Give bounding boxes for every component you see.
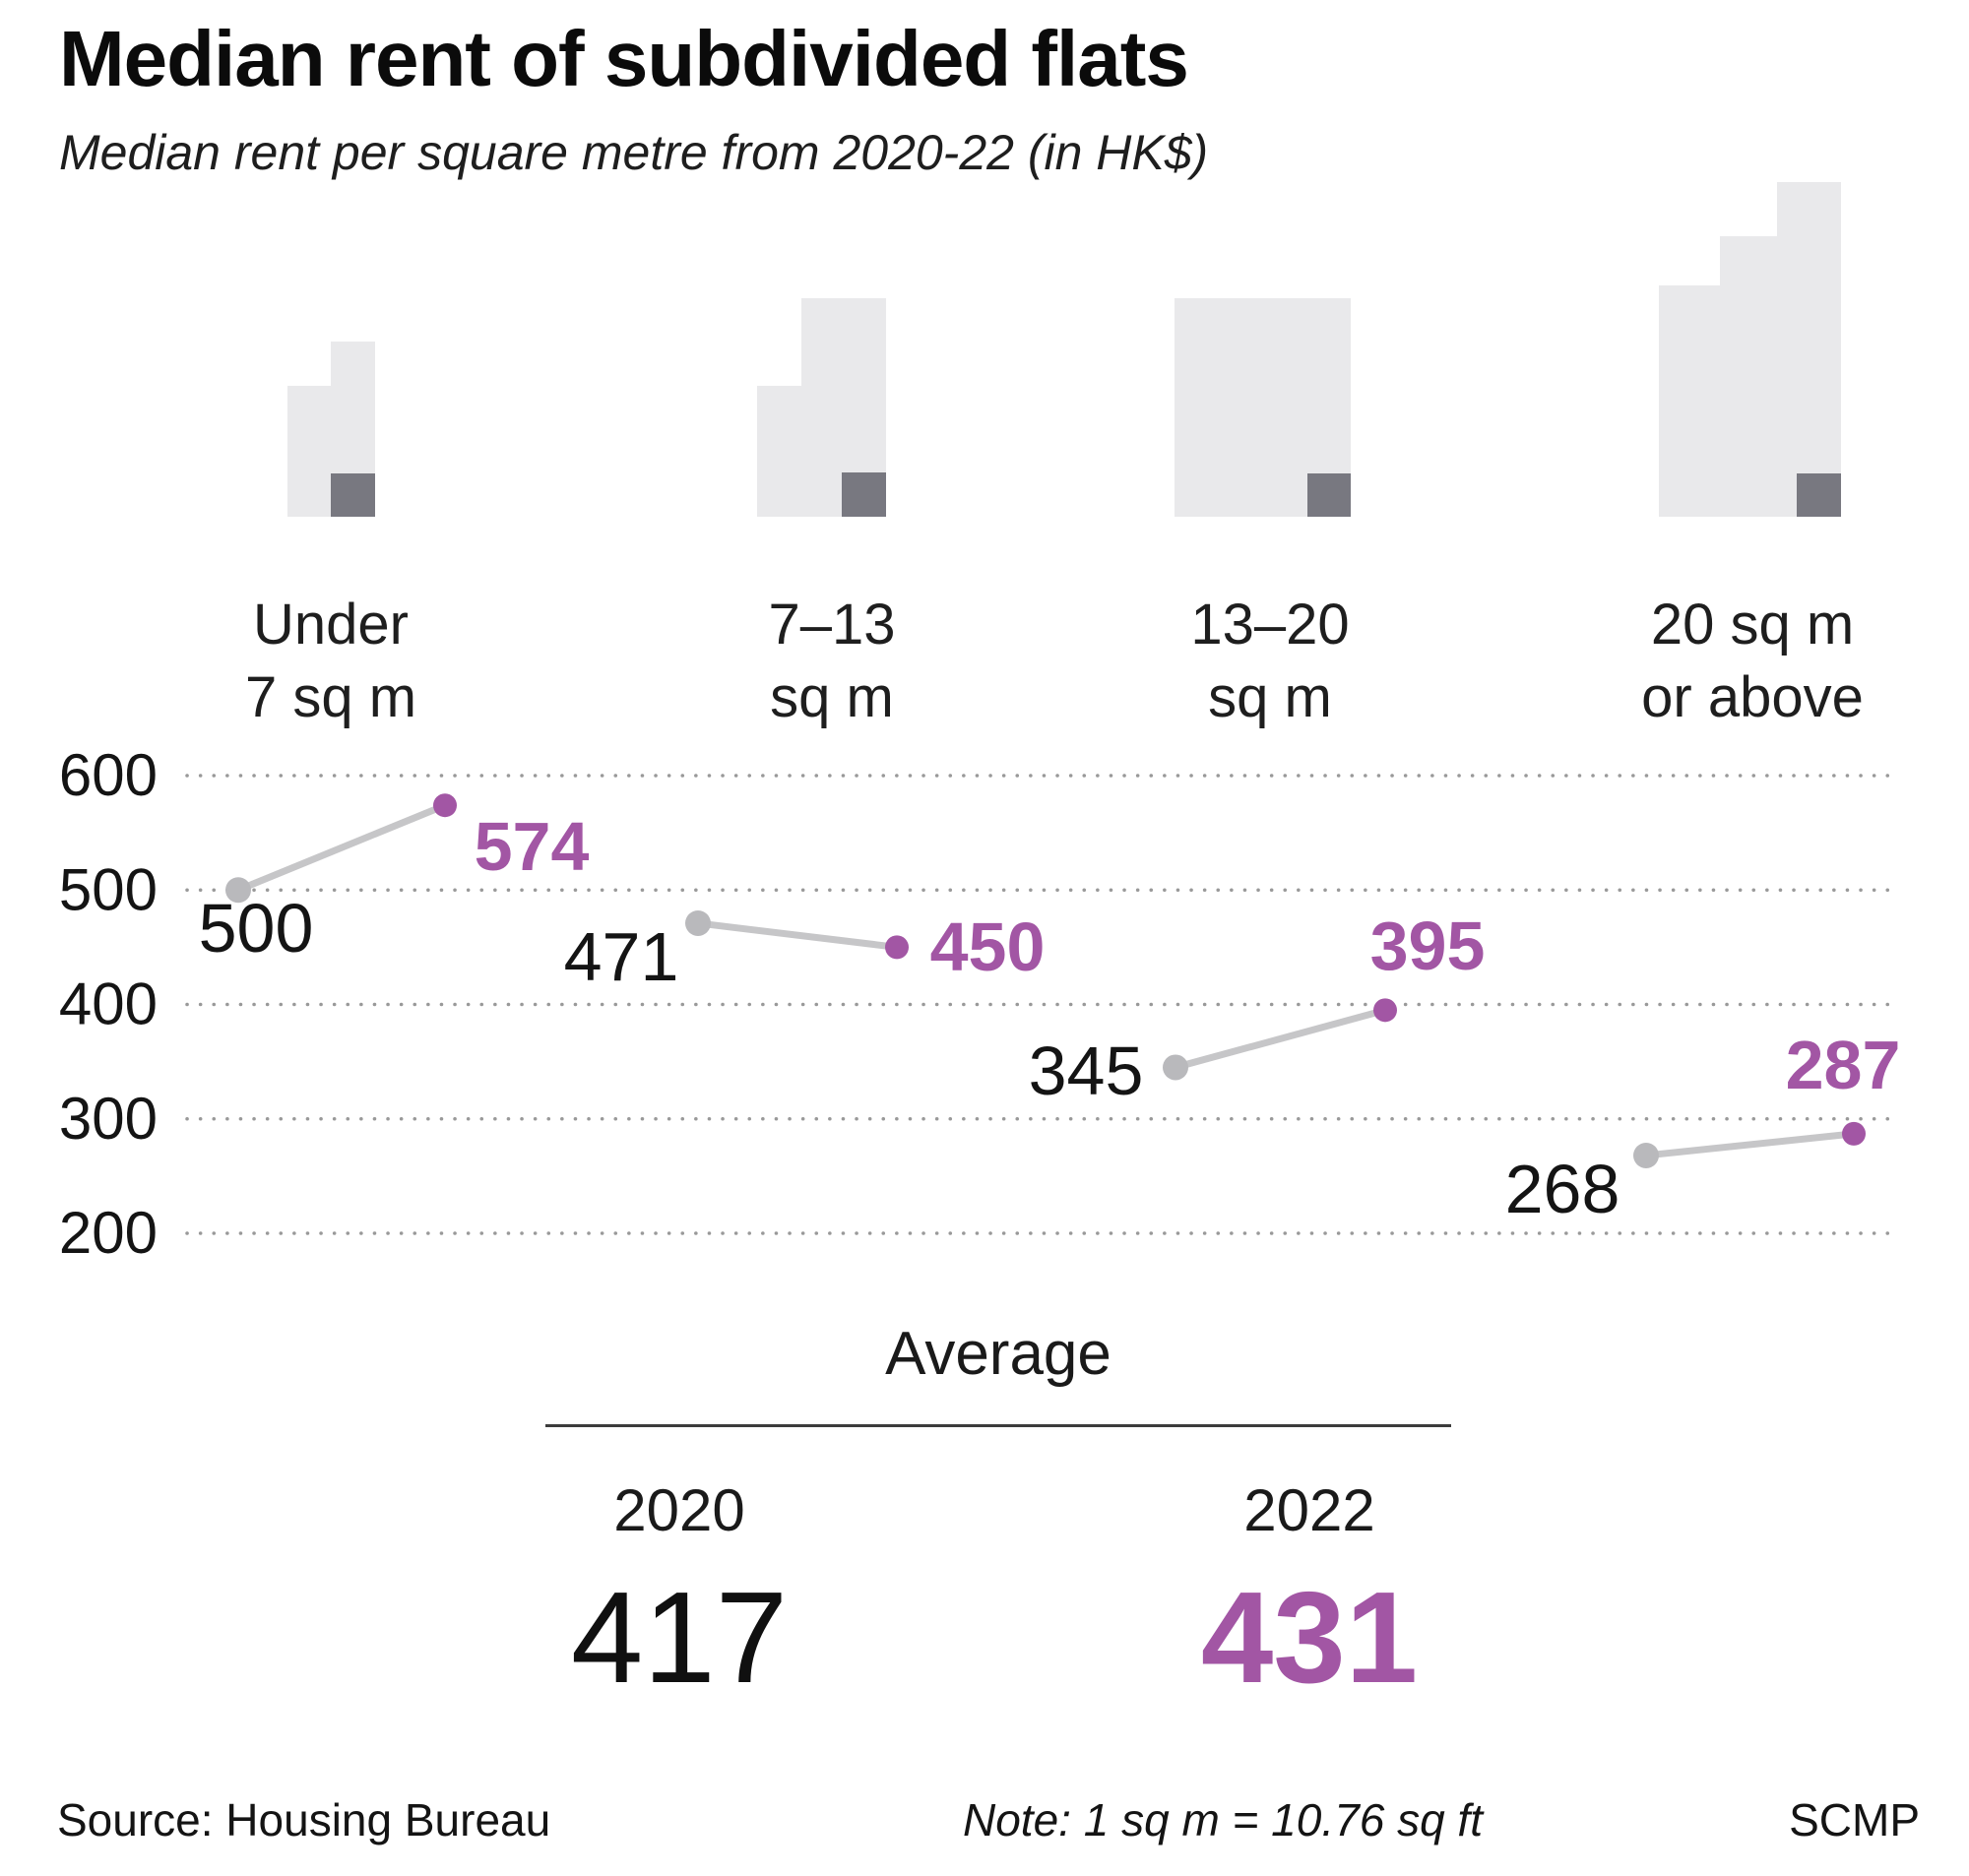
dot-2022-2 (885, 935, 909, 960)
subdivided-unit-icon (842, 472, 886, 517)
slope-line-3 (1175, 1006, 1386, 1071)
publisher-credit: SCMP (1789, 1794, 1920, 1845)
category-label-3: 13–20 sq m (1190, 593, 1350, 729)
slope-line-1 (236, 801, 447, 894)
conversion-note: Note: 1 sq m = 10.76 sq ft (962, 1794, 1483, 1845)
average-value-2020: 417 (570, 1565, 789, 1710)
average-year-2022: 2022 (1243, 1477, 1375, 1543)
dot-2020-4 (1633, 1142, 1659, 1168)
subdivided-unit-icon (1307, 473, 1351, 517)
value-label-2020-3: 345 (1029, 1032, 1144, 1109)
slope-line-2 (697, 919, 898, 951)
building-icon (1777, 182, 1841, 517)
dot-2022-3 (1373, 998, 1397, 1023)
dot-2022-1 (433, 793, 457, 818)
building-icon (801, 298, 886, 387)
value-label-2020-2: 471 (564, 918, 679, 995)
dot-2020-1 (225, 877, 251, 904)
average-year-2020: 2020 (613, 1477, 745, 1543)
ytick-label-400: 400 (59, 971, 158, 1037)
ytick-label-600: 600 (59, 742, 158, 808)
ytick-label-300: 300 (59, 1086, 158, 1152)
dot-2022-4 (1842, 1121, 1866, 1146)
value-label-2020-1: 500 (199, 890, 314, 967)
page-subtitle: Median rent per square metre from 2020-2… (59, 125, 1209, 180)
ytick-label-500: 500 (59, 856, 158, 922)
value-label-2020-4: 268 (1505, 1151, 1620, 1227)
average-divider (545, 1424, 1451, 1427)
average-heading: Average (885, 1320, 1112, 1388)
category-label-1: Under 7 sq m (244, 593, 417, 729)
source-credit: Source: Housing Bureau (57, 1794, 551, 1845)
subdivided-unit-icon (331, 473, 375, 517)
building-icon (1720, 236, 1777, 517)
category-label-4: 20 sq m or above (1641, 593, 1864, 729)
subdivided-unit-icon (1797, 473, 1841, 517)
value-label-2022-4: 287 (1786, 1027, 1901, 1103)
building-icon (1659, 285, 1720, 517)
building-icon (287, 386, 331, 517)
slope-line-4 (1645, 1130, 1855, 1159)
value-label-2022-3: 395 (1370, 907, 1486, 984)
value-label-2022-2: 450 (930, 908, 1046, 985)
value-label-2022-1: 574 (475, 808, 590, 885)
category-label-2: 7–13 sq m (768, 593, 896, 729)
ytick-label-200: 200 (59, 1200, 158, 1266)
average-value-2022: 431 (1200, 1565, 1419, 1710)
page-title: Median rent of subdivided flats (59, 15, 1189, 102)
dot-2020-2 (685, 909, 711, 936)
dot-2020-3 (1163, 1054, 1188, 1081)
